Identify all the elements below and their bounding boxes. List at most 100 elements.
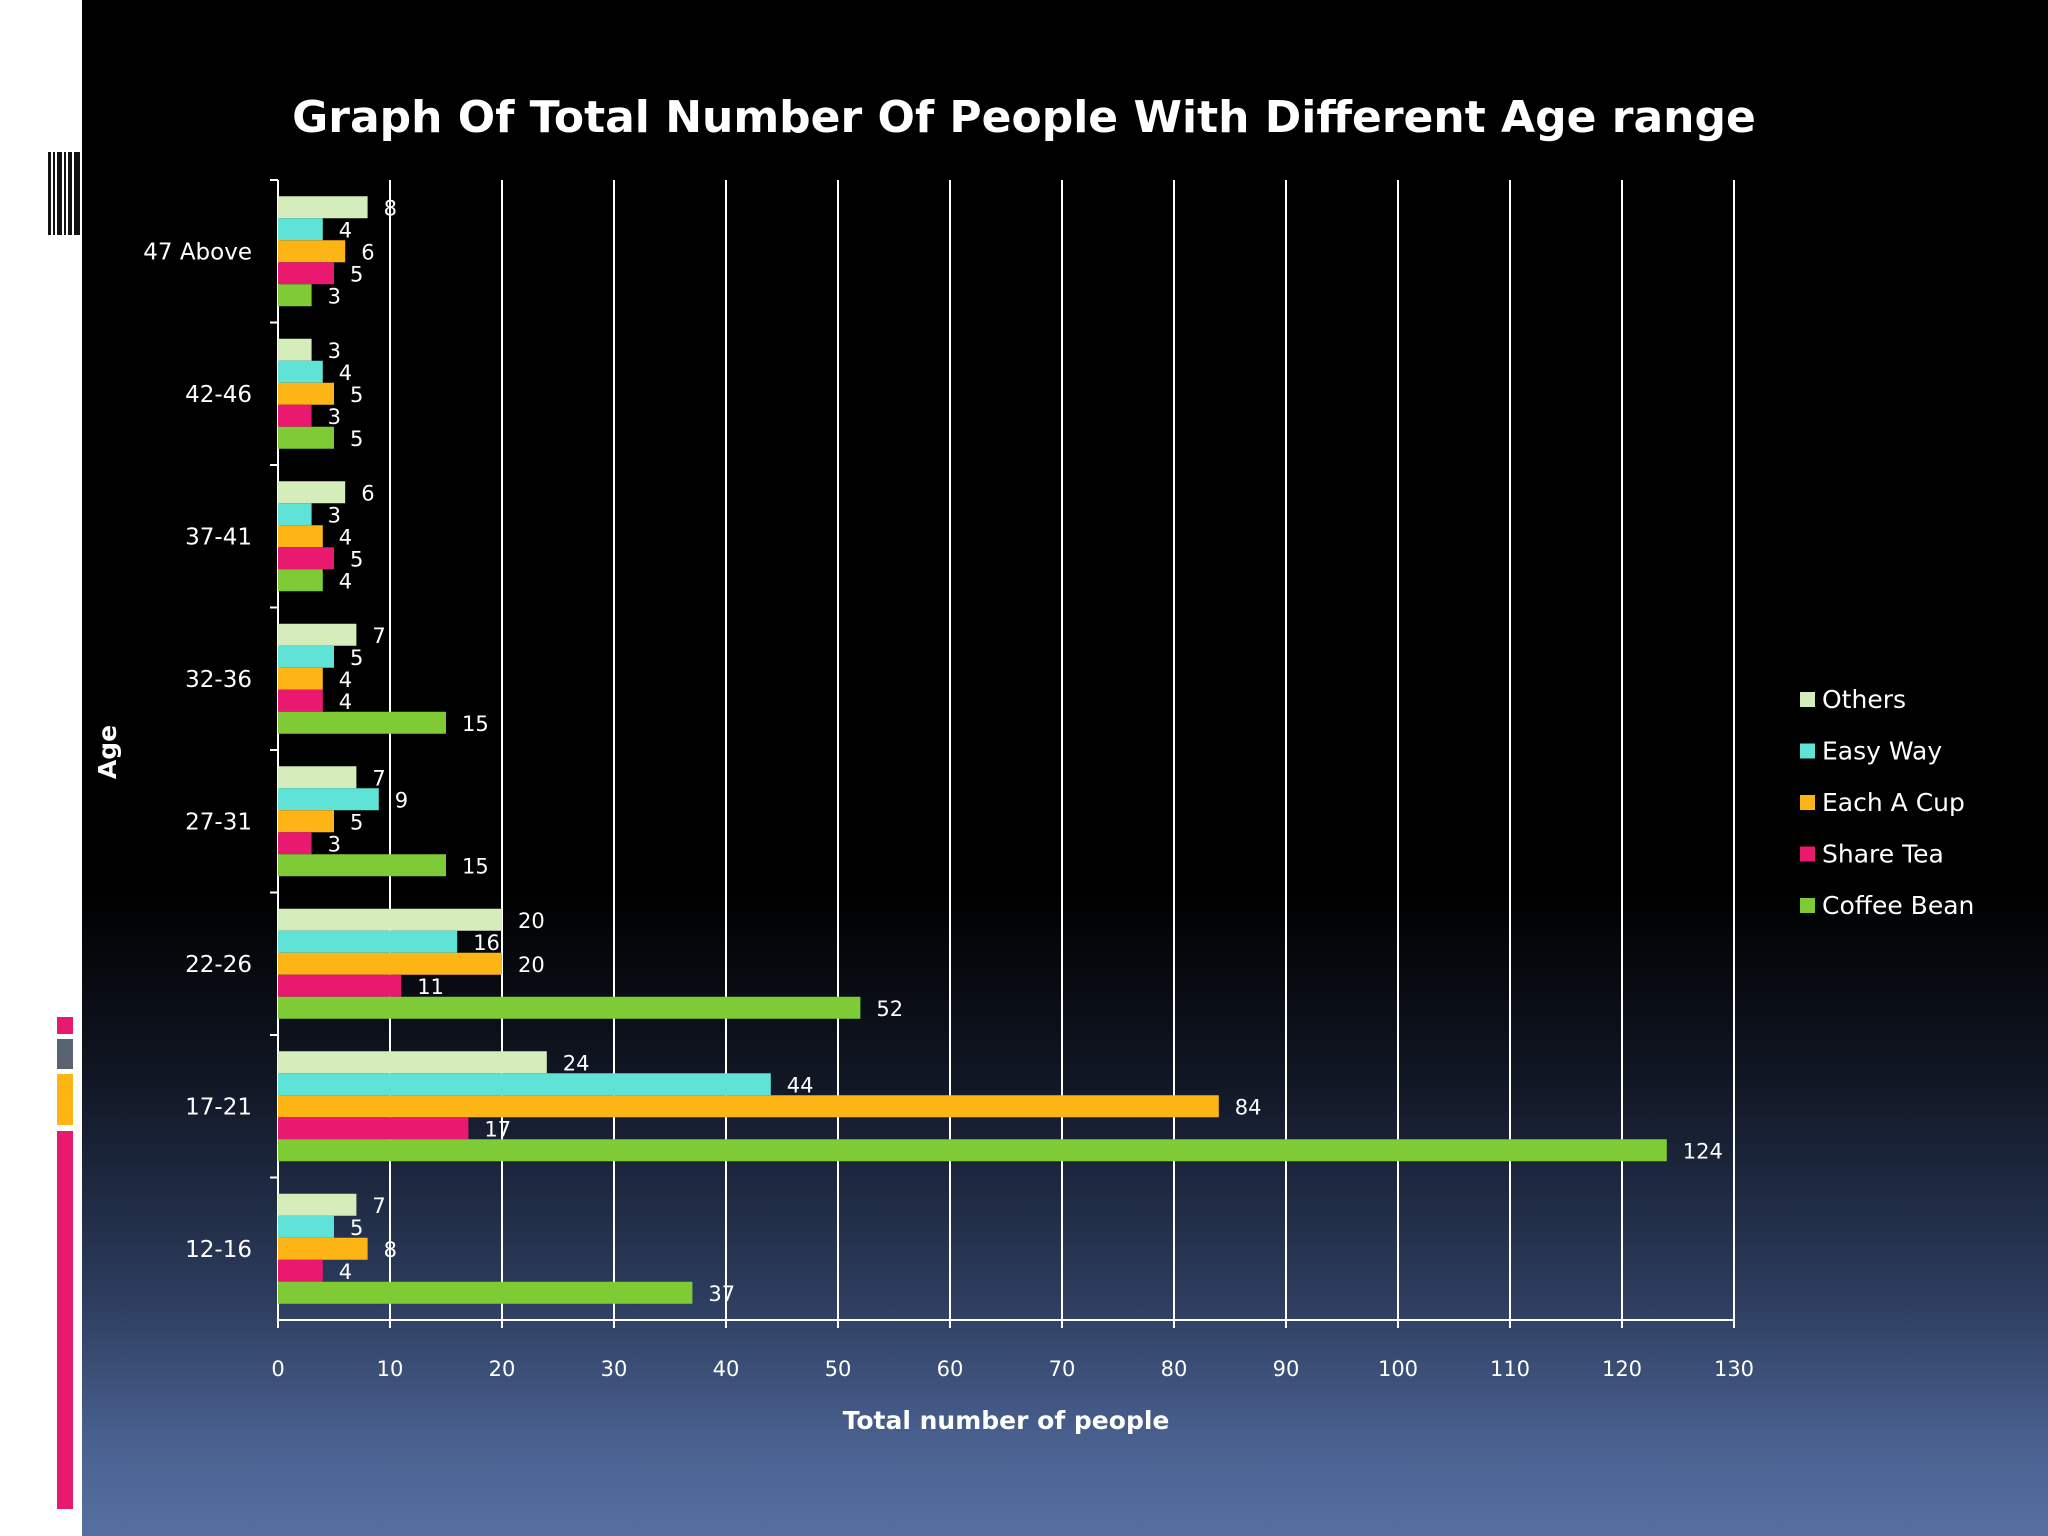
bar-value-label: 8 <box>384 196 397 220</box>
x-tick-label: 120 <box>1602 1357 1642 1381</box>
bar <box>278 360 323 383</box>
bar-value-label: 15 <box>462 712 489 736</box>
barcode-decor-3 <box>57 152 62 235</box>
bar-value-label: 20 <box>518 909 545 933</box>
bar-value-label: 9 <box>395 788 408 812</box>
x-tick-label: 130 <box>1714 1357 1754 1381</box>
bar-value-label: 6 <box>361 481 374 505</box>
y-category-label: 37-41 <box>185 524 252 550</box>
bar-value-label: 4 <box>339 218 352 242</box>
y-category-label: 12-16 <box>185 1237 252 1263</box>
bar-value-label: 5 <box>350 547 363 571</box>
y-category-label: 17-21 <box>185 1094 252 1120</box>
bar-layer <box>278 196 1667 1304</box>
chart-title: Graph Of Total Number Of People With Dif… <box>292 92 1756 143</box>
bar-value-label: 4 <box>339 569 352 593</box>
y-category-label: 22-26 <box>185 952 252 978</box>
bar-value-label: 4 <box>339 1260 352 1284</box>
legend-label: Share Tea <box>1822 840 1944 869</box>
legend-swatch <box>1800 795 1815 810</box>
bar-value-label: 3 <box>328 339 341 363</box>
bar-value-label: 20 <box>518 953 545 977</box>
bar <box>278 1051 547 1074</box>
bar <box>278 766 357 789</box>
bar <box>278 667 323 690</box>
bar <box>278 1139 1667 1162</box>
x-tick-label: 80 <box>1161 1357 1188 1381</box>
legend-swatch <box>1800 692 1815 707</box>
bar-value-label: 5 <box>350 262 363 286</box>
bar-value-label: 4 <box>339 668 352 692</box>
bar <box>278 1117 469 1140</box>
bar-value-label: 24 <box>563 1051 590 1075</box>
accent-bar-pink-long <box>57 1131 73 1509</box>
x-tick-label: 20 <box>489 1357 516 1381</box>
bar <box>278 196 368 219</box>
bar-value-label: 15 <box>462 854 489 878</box>
x-tick-label: 50 <box>825 1357 852 1381</box>
bar <box>278 1259 323 1282</box>
accent-bar-yellow <box>57 1074 73 1125</box>
bar <box>278 1281 693 1304</box>
bar <box>278 1193 357 1216</box>
barcode-decor-5 <box>68 152 72 235</box>
bar <box>278 1095 1219 1118</box>
legend-label: Others <box>1822 685 1906 714</box>
bar-value-label: 7 <box>372 1194 385 1218</box>
slide-background <box>82 0 2048 1536</box>
bar <box>278 503 312 526</box>
bar-value-label: 84 <box>1235 1095 1262 1119</box>
legend-swatch <box>1800 743 1815 759</box>
y-axis-title: Age <box>93 725 122 779</box>
bar-value-label: 3 <box>328 405 341 429</box>
bar <box>278 426 334 449</box>
bar <box>278 908 502 931</box>
accent-bar-gray <box>57 1039 73 1069</box>
bar-value-label: 3 <box>328 503 341 527</box>
bar <box>278 788 379 811</box>
bar-value-label: 8 <box>384 1238 397 1262</box>
bar-value-label: 37 <box>708 1282 735 1306</box>
bar <box>278 689 323 712</box>
y-category-label: 42-46 <box>185 382 252 408</box>
bar-value-label: 5 <box>350 383 363 407</box>
y-category-label: 32-36 <box>185 667 252 693</box>
bar <box>278 404 312 427</box>
bar-value-label: 5 <box>350 646 363 670</box>
bar-value-label: 4 <box>339 690 352 714</box>
bar <box>278 996 861 1019</box>
legend-label: Each A Cup <box>1822 788 1965 817</box>
x-tick-label: 90 <box>1273 1357 1300 1381</box>
barcode-decor-1 <box>48 152 51 235</box>
bar-value-label: 17 <box>484 1117 511 1141</box>
bar <box>278 832 312 855</box>
bar-value-label: 5 <box>350 427 363 451</box>
bar-value-label: 4 <box>339 525 352 549</box>
bar <box>278 547 334 570</box>
bar-value-label: 6 <box>361 240 374 264</box>
x-tick-label: 10 <box>377 1357 404 1381</box>
barcode-decor-2 <box>53 152 55 235</box>
bar <box>278 338 312 361</box>
x-tick-label: 110 <box>1490 1357 1530 1381</box>
legend-label: Easy Way <box>1822 737 1942 766</box>
y-category-label: 27-31 <box>185 809 252 835</box>
bar-value-label: 11 <box>417 975 444 999</box>
bar-value-label: 44 <box>787 1073 814 1097</box>
x-axis-title: Total number of people <box>843 1406 1170 1435</box>
bar-value-label: 3 <box>328 832 341 856</box>
legend-swatch <box>1800 846 1815 862</box>
accent-bar-pink-top <box>57 1017 73 1034</box>
x-tick-label: 30 <box>601 1357 628 1381</box>
x-tick-label: 0 <box>271 1357 284 1381</box>
bar <box>278 952 502 975</box>
bar <box>278 218 323 241</box>
x-tick-label: 100 <box>1378 1357 1418 1381</box>
bar <box>278 645 334 668</box>
bar <box>278 262 334 285</box>
bar <box>278 1237 368 1260</box>
bar-value-label: 7 <box>372 766 385 790</box>
x-tick-label: 40 <box>713 1357 740 1381</box>
x-tick-label: 70 <box>1049 1357 1076 1381</box>
legend: Others Easy Way Each A Cup Share Tea Coffee … <box>1800 685 1974 920</box>
